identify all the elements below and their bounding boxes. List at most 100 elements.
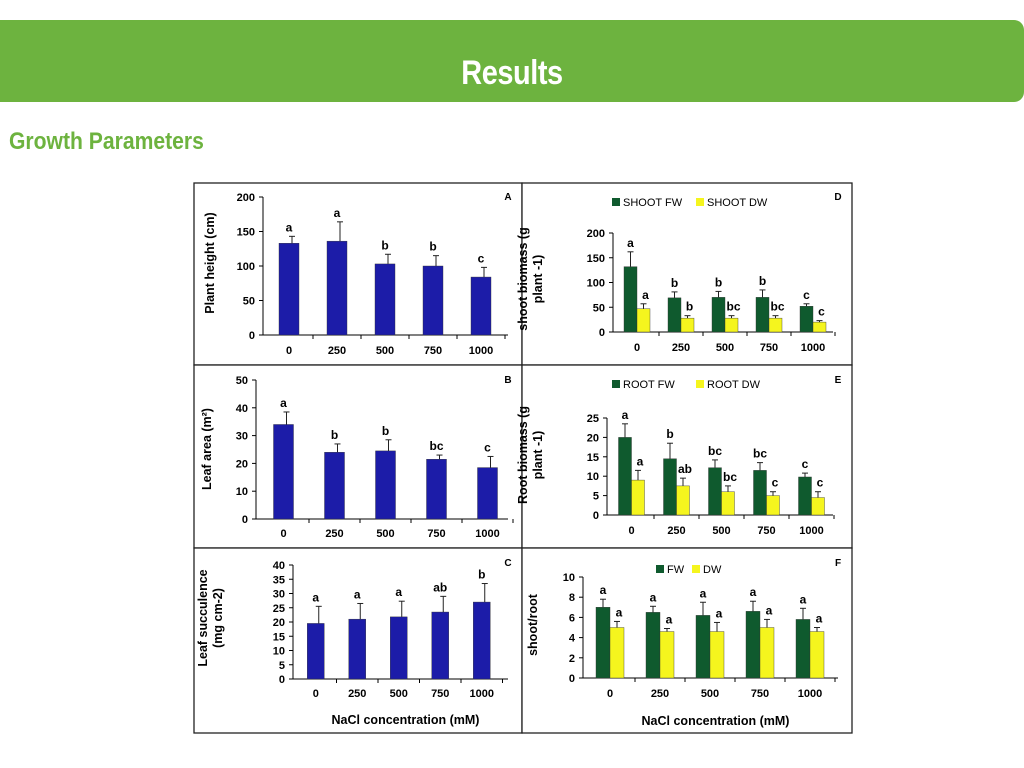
y-tick-label: 6 bbox=[569, 612, 575, 624]
y-axis-label: Root biomass (gplant -1) bbox=[516, 406, 545, 504]
y-tick-label: 0 bbox=[599, 327, 605, 339]
bar bbox=[273, 424, 294, 520]
y-axis-label: Plant height (cm) bbox=[203, 212, 217, 313]
significance-label: a bbox=[354, 587, 361, 601]
significance-label: a bbox=[716, 606, 723, 620]
bar bbox=[618, 437, 632, 516]
significance-label: a bbox=[750, 585, 757, 599]
significance-label: b bbox=[715, 275, 722, 289]
bar bbox=[426, 459, 447, 520]
y-tick-label: 8 bbox=[569, 592, 575, 604]
section-subtitle: Growth Parameters bbox=[9, 128, 204, 155]
bar bbox=[595, 607, 611, 679]
legend-swatch bbox=[612, 380, 620, 388]
y-tick-label: 30 bbox=[236, 431, 248, 443]
significance-label: c bbox=[803, 288, 810, 302]
y-tick-label: 200 bbox=[237, 192, 255, 204]
x-tick-label: 750 bbox=[760, 342, 778, 354]
y-tick-label: 100 bbox=[237, 261, 255, 273]
y-tick-label: 40 bbox=[236, 403, 248, 415]
legend-swatch bbox=[696, 380, 704, 388]
y-tick-label: 0 bbox=[249, 330, 255, 342]
y-tick-label: 20 bbox=[236, 458, 248, 470]
page-title: Results bbox=[461, 54, 563, 92]
significance-label: bc bbox=[708, 444, 722, 458]
bar bbox=[753, 470, 767, 516]
y-axis-label-line: plant -1) bbox=[531, 431, 545, 480]
significance-label: b bbox=[686, 300, 693, 314]
x-tick-label: 750 bbox=[751, 688, 769, 700]
bar bbox=[721, 491, 735, 516]
bar bbox=[375, 450, 396, 520]
bar bbox=[278, 243, 300, 336]
y-tick-label: 10 bbox=[273, 646, 285, 658]
significance-label: ab bbox=[433, 580, 447, 594]
bar bbox=[676, 485, 690, 516]
bar bbox=[390, 616, 408, 680]
y-tick-label: 0 bbox=[593, 510, 599, 522]
significance-label: a bbox=[642, 288, 649, 302]
significance-label: b bbox=[478, 568, 485, 582]
panel-frame-a bbox=[193, 182, 523, 366]
significance-label: bc bbox=[726, 300, 740, 314]
y-axis-label: shoot/root bbox=[526, 593, 540, 656]
significance-label: bc bbox=[753, 447, 767, 461]
chart-d: 0501001502000aa250bb500bbc750bbc1000ccDs… bbox=[516, 192, 842, 354]
x-tick-label: 250 bbox=[348, 688, 366, 700]
chart-c: 0 5 10 15 20 25 30 35 40 0 a 250 a 500 a 750 ab 1000 b C Lea… bbox=[196, 558, 512, 727]
x-tick-label: 750 bbox=[424, 345, 442, 357]
y-tick-label: 50 bbox=[236, 375, 248, 387]
significance-label: bc bbox=[723, 470, 737, 484]
significance-label: c bbox=[772, 476, 779, 490]
significance-label: b bbox=[666, 427, 673, 441]
significance-label: c bbox=[478, 251, 485, 265]
x-tick-label: 1000 bbox=[475, 528, 499, 540]
title-banner bbox=[0, 20, 1024, 102]
y-axis-label-line: (mg cm-2) bbox=[211, 588, 225, 648]
y-tick-label: 30 bbox=[273, 589, 285, 601]
panel-frame-d bbox=[521, 182, 853, 366]
x-tick-label: 1000 bbox=[470, 688, 494, 700]
significance-label: c bbox=[818, 305, 825, 319]
significance-label: b bbox=[671, 276, 678, 290]
bar bbox=[708, 467, 722, 516]
significance-label: bc bbox=[429, 439, 443, 453]
x-tick-label: 500 bbox=[376, 528, 394, 540]
significance-label: c bbox=[484, 440, 491, 454]
y-axis-label-line: plant -1) bbox=[531, 255, 545, 304]
bar bbox=[470, 276, 492, 336]
significance-label: a bbox=[666, 613, 673, 627]
bar bbox=[473, 601, 491, 680]
y-axis-label-line: shoot biomass (g bbox=[516, 227, 530, 330]
bar bbox=[659, 631, 675, 679]
bar bbox=[645, 612, 661, 679]
y-tick-label: 150 bbox=[587, 253, 605, 265]
y-tick-label: 20 bbox=[587, 432, 599, 444]
y-tick-label: 100 bbox=[587, 278, 605, 290]
y-tick-label: 10 bbox=[587, 471, 599, 483]
significance-label: a bbox=[650, 590, 657, 604]
x-tick-label: 0 bbox=[607, 688, 613, 700]
bar bbox=[799, 306, 814, 333]
significance-label: b bbox=[382, 424, 389, 438]
y-tick-label: 15 bbox=[273, 631, 285, 643]
y-tick-label: 150 bbox=[237, 227, 255, 239]
x-tick-label: 1000 bbox=[469, 345, 493, 357]
significance-label: b bbox=[429, 240, 436, 254]
significance-label: c bbox=[817, 476, 824, 490]
panel-letter: B bbox=[504, 375, 511, 386]
bar bbox=[348, 618, 366, 680]
bar bbox=[374, 263, 396, 336]
x-tick-label: 0 bbox=[286, 345, 292, 357]
panel-letter: D bbox=[834, 192, 841, 203]
significance-label: a bbox=[800, 592, 807, 606]
y-tick-label: 5 bbox=[593, 491, 599, 503]
bar bbox=[477, 467, 498, 520]
bar bbox=[759, 627, 775, 679]
y-tick-label: 15 bbox=[587, 452, 599, 464]
significance-label: a bbox=[280, 396, 287, 410]
x-tick-label: 750 bbox=[427, 528, 445, 540]
bar bbox=[324, 452, 345, 520]
significance-label: b bbox=[331, 428, 338, 442]
significance-label: c bbox=[802, 457, 809, 471]
